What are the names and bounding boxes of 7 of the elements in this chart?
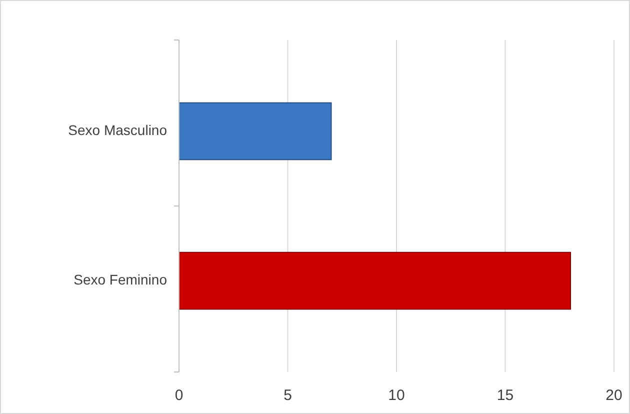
x-tick-label: 0	[174, 387, 184, 404]
y-tick-label: Sexo Feminino	[74, 271, 168, 288]
x-tick-label: 15	[496, 387, 514, 404]
y-tick-label: Sexo Masculino	[68, 122, 168, 138]
x-tick-label: 5	[284, 387, 292, 404]
x-tick-label: 10	[388, 387, 405, 404]
x-tick-label: 20	[606, 387, 622, 404]
